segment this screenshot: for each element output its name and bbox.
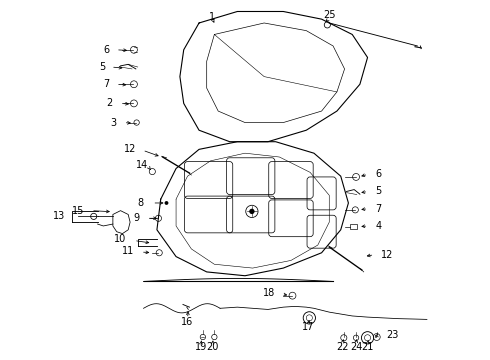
Circle shape (249, 209, 255, 214)
Text: 15: 15 (72, 206, 84, 216)
Text: 7: 7 (375, 204, 381, 214)
Text: 6: 6 (375, 169, 381, 179)
Text: 18: 18 (264, 288, 276, 298)
Text: 13: 13 (53, 211, 65, 221)
Text: 4: 4 (375, 221, 381, 231)
Text: 20: 20 (206, 342, 219, 352)
Text: 12: 12 (123, 144, 136, 154)
Text: 7: 7 (103, 79, 109, 89)
Text: 6: 6 (103, 45, 109, 55)
Text: 11: 11 (122, 246, 134, 256)
Text: 14: 14 (135, 160, 147, 170)
Text: 24: 24 (350, 342, 362, 352)
Text: 8: 8 (137, 198, 144, 208)
Text: 22: 22 (337, 342, 349, 352)
Text: 5: 5 (375, 186, 381, 197)
Bar (350, 224, 357, 229)
Text: 5: 5 (99, 62, 105, 72)
Text: 3: 3 (111, 118, 117, 127)
Text: 17: 17 (302, 323, 315, 332)
Circle shape (165, 201, 169, 205)
Text: 12: 12 (381, 250, 393, 260)
Text: 9: 9 (134, 213, 140, 223)
Text: 19: 19 (195, 342, 207, 352)
Text: 25: 25 (323, 10, 336, 20)
Text: 16: 16 (181, 317, 194, 327)
Text: 2: 2 (107, 98, 113, 108)
Text: 21: 21 (361, 342, 374, 352)
Text: 23: 23 (387, 330, 399, 340)
Text: 10: 10 (114, 234, 126, 244)
Text: 1: 1 (209, 12, 216, 22)
